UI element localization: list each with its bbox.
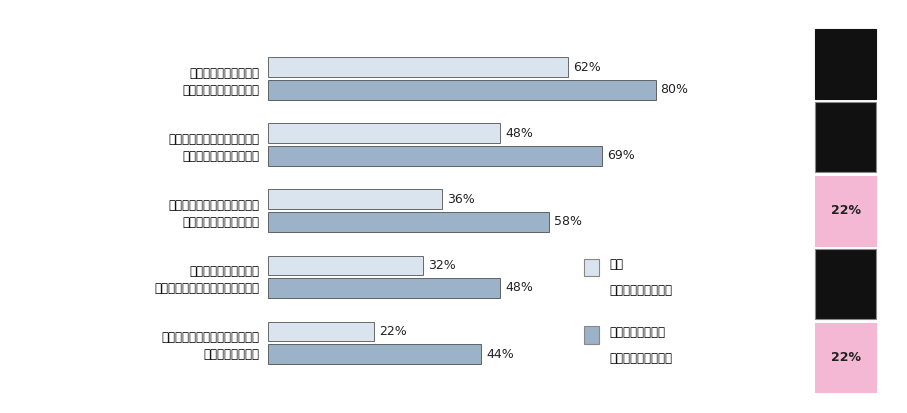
- Text: （２０１８年調査）: （２０１８年調査）: [610, 352, 672, 365]
- FancyBboxPatch shape: [815, 323, 876, 392]
- Bar: [268, 190, 443, 209]
- Bar: [268, 212, 549, 232]
- Text: 44%: 44%: [486, 347, 513, 361]
- Text: 22%: 22%: [831, 204, 861, 217]
- Text: 58%: 58%: [554, 215, 582, 228]
- FancyBboxPatch shape: [815, 102, 876, 172]
- Text: 80%: 80%: [660, 83, 688, 96]
- FancyBboxPatch shape: [584, 326, 599, 344]
- FancyBboxPatch shape: [815, 249, 876, 319]
- Bar: [268, 123, 501, 143]
- Text: 36%: 36%: [447, 193, 475, 206]
- Text: 22%: 22%: [379, 325, 407, 338]
- Text: 国際経験豊かな方: 国際経験豊かな方: [610, 326, 666, 339]
- Text: 69%: 69%: [608, 149, 635, 162]
- Text: 48%: 48%: [505, 281, 533, 294]
- Bar: [268, 146, 602, 166]
- Text: （２０１６年調査）: （２０１６年調査）: [610, 284, 672, 297]
- FancyBboxPatch shape: [815, 29, 876, 99]
- FancyBboxPatch shape: [815, 176, 876, 245]
- Bar: [268, 322, 375, 342]
- Text: 22%: 22%: [831, 351, 861, 364]
- Text: 62%: 62%: [573, 61, 601, 74]
- Bar: [268, 278, 501, 298]
- Text: 32%: 32%: [428, 259, 455, 272]
- Text: 48%: 48%: [505, 127, 533, 140]
- Bar: [268, 80, 656, 100]
- FancyBboxPatch shape: [584, 259, 599, 276]
- Text: 一般: 一般: [610, 258, 623, 271]
- Bar: [268, 256, 423, 275]
- Bar: [268, 344, 481, 364]
- Bar: [268, 57, 569, 77]
